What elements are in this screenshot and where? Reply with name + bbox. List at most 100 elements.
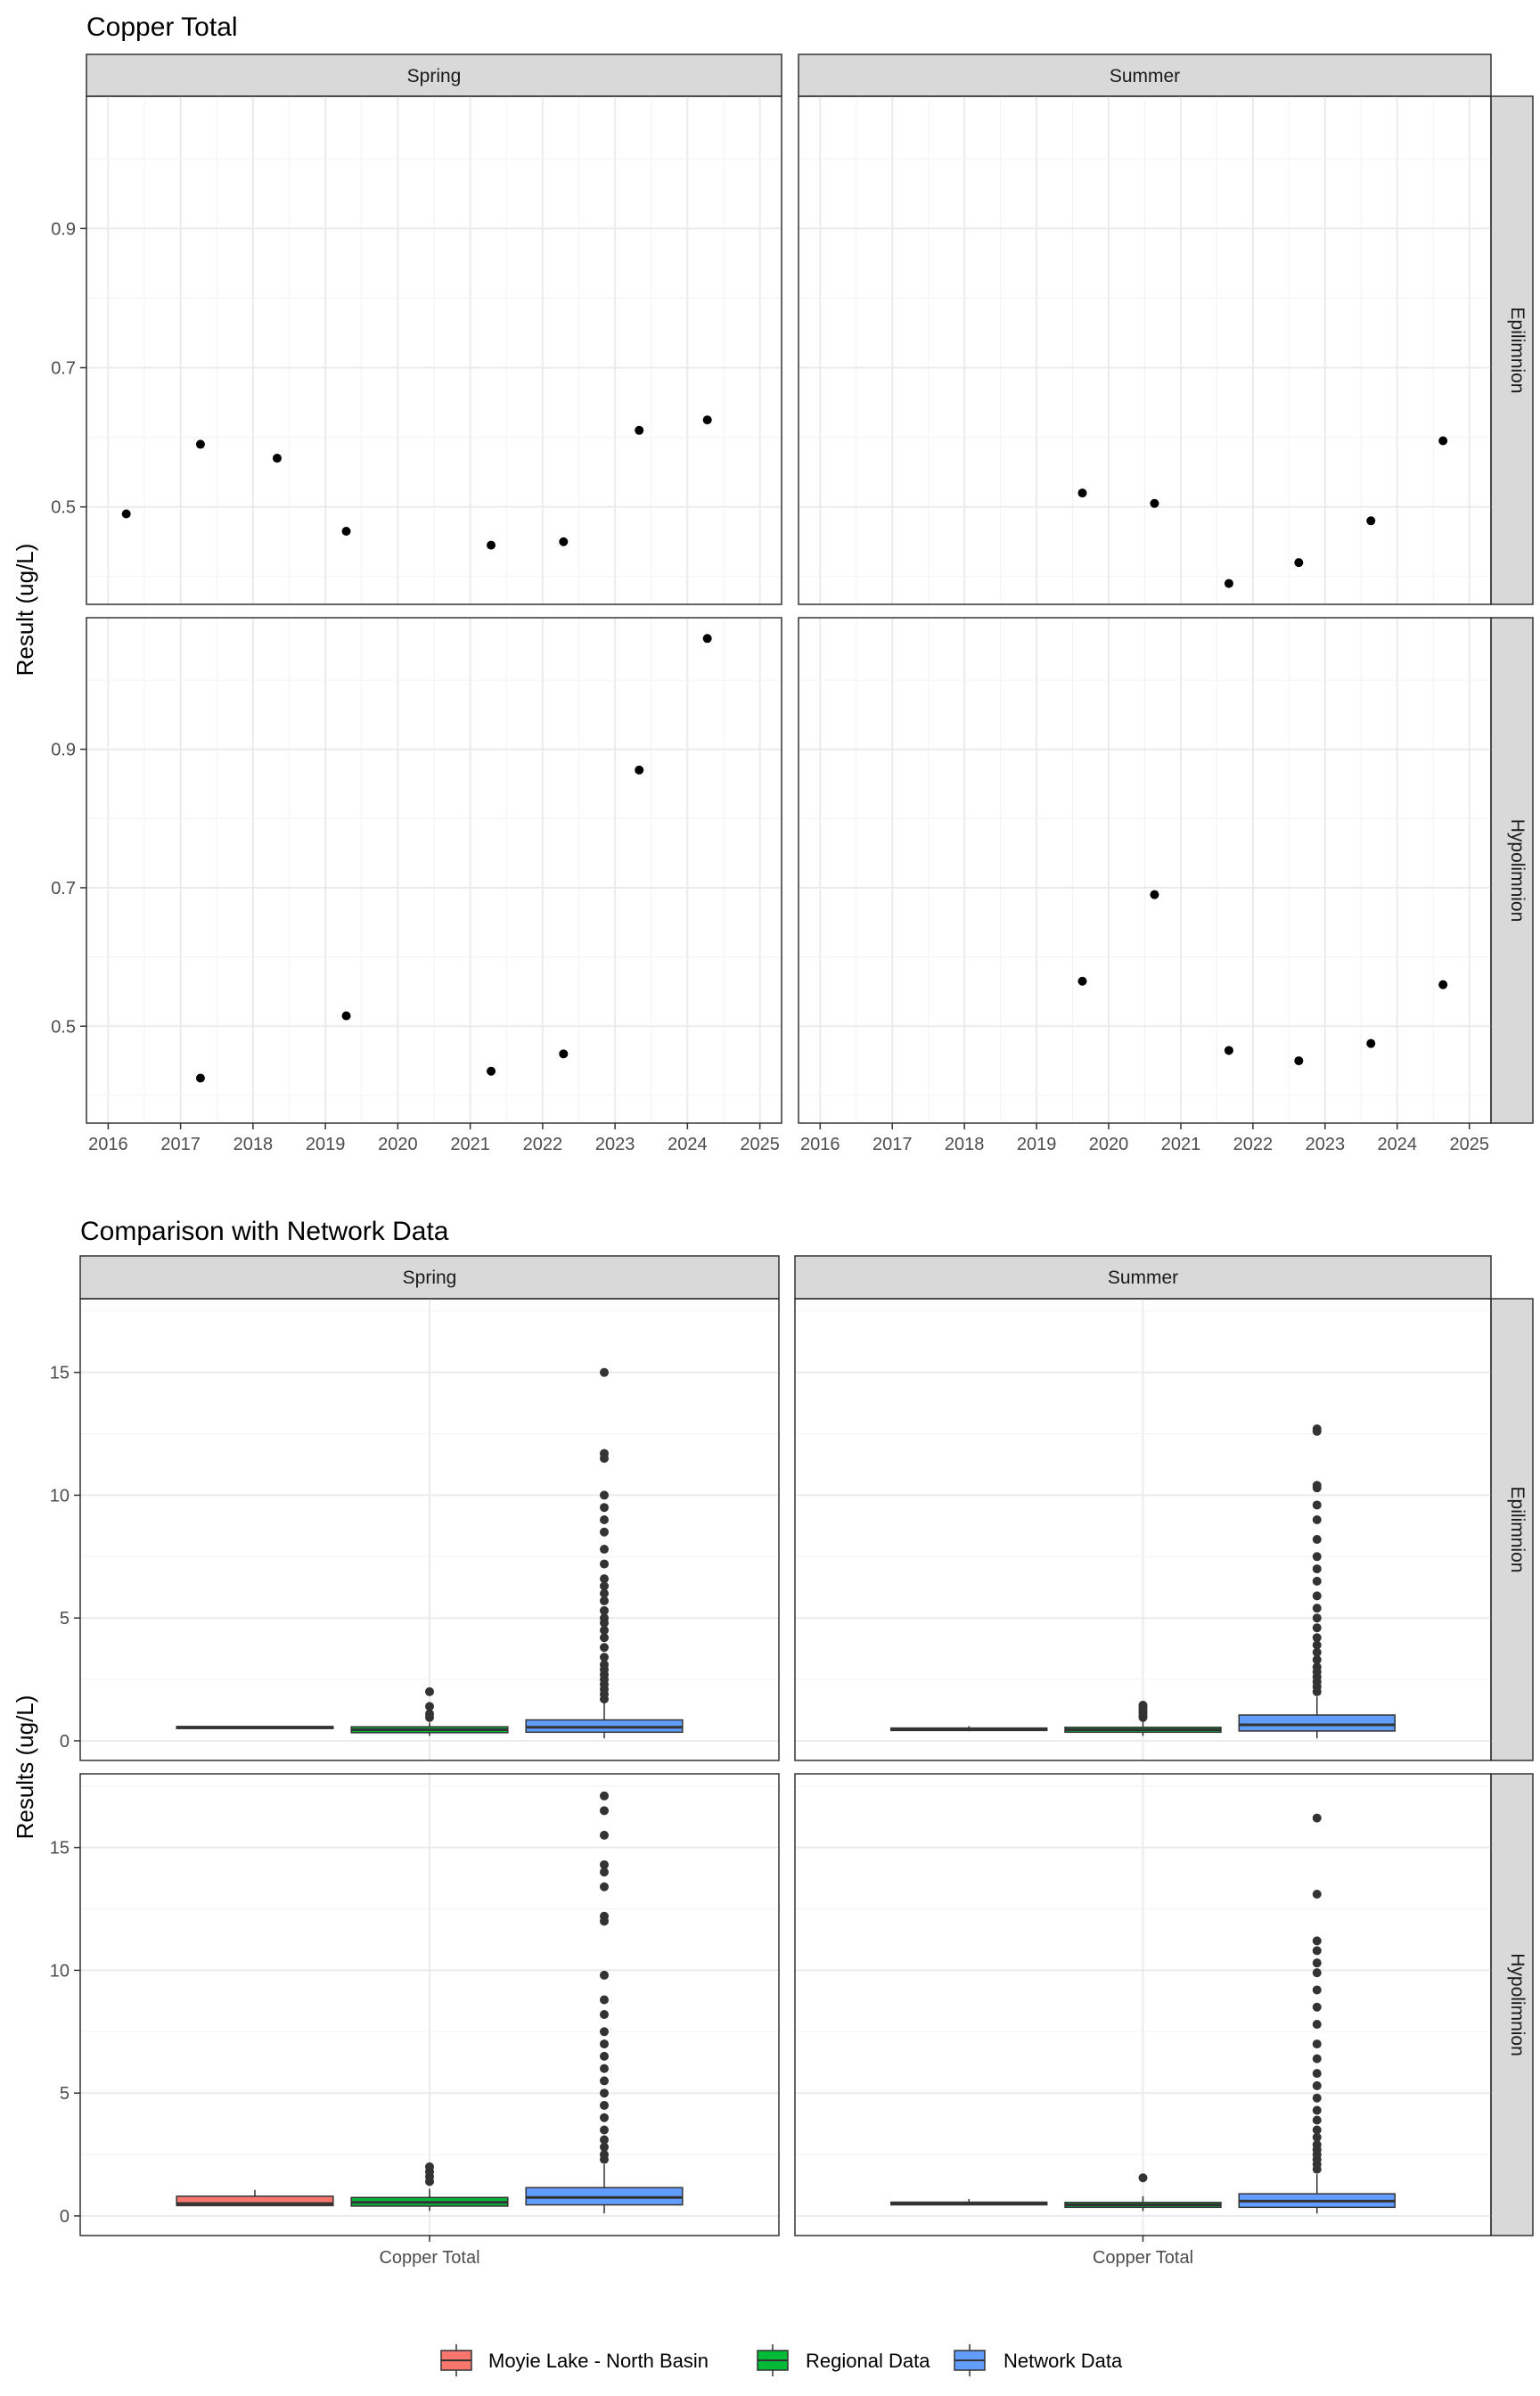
legend-label: Moyie Lake - North Basin: [488, 2350, 709, 2372]
outlier-point: [600, 1514, 609, 1524]
data-point: [1224, 1046, 1233, 1055]
outlier-point: [600, 1867, 609, 1877]
outlier-point: [600, 1806, 609, 1816]
outlier-point: [600, 1791, 609, 1801]
outlier-point: [1312, 2080, 1322, 2090]
data-point: [635, 425, 644, 435]
outlier-point: [1312, 1613, 1322, 1623]
y-tick-label: 0.7: [51, 879, 76, 898]
x-tick-label: 2019: [1017, 1135, 1057, 1154]
data-point: [1438, 436, 1448, 446]
x-tick-label: Copper Total: [1093, 2248, 1193, 2268]
legend: Moyie Lake - North Basin Regional Data Net…: [440, 2344, 1123, 2376]
outlier-point: [1312, 2105, 1322, 2115]
outlier-point: [1312, 1591, 1322, 1601]
x-tick-label: Copper Total: [379, 2248, 479, 2268]
data-point: [341, 527, 351, 537]
panel-border: [798, 95, 1492, 605]
comparison-title: Comparison with Network Data: [80, 1217, 449, 1246]
y-axis-title: Results (ug/L): [12, 1695, 38, 1840]
data-point: [1150, 890, 1159, 899]
facet-strip: [1490, 617, 1534, 1124]
facet-strip-label: Summer: [1110, 66, 1180, 86]
outlier-point: [600, 2076, 609, 2086]
panel-border: [79, 1298, 780, 1761]
facet-strip-label: Epilimnion: [1507, 1487, 1528, 1573]
facet-strip-label: Hypolimnion: [1507, 1953, 1528, 2056]
outlier-point: [1312, 1958, 1322, 1968]
y-tick-label: 0.5: [51, 498, 76, 518]
y-tick-label: 0.7: [51, 359, 76, 379]
outlier-point: [1312, 1576, 1322, 1586]
outlier-point: [600, 1527, 609, 1537]
data-point: [341, 1011, 351, 1021]
outlier-point: [600, 2010, 609, 2020]
facet-strip-label: Hypolimnion: [1507, 819, 1528, 923]
data-point: [1294, 558, 1304, 568]
outlier-point: [1312, 2020, 1322, 2030]
data-point: [272, 454, 282, 464]
y-tick-label: 0.5: [51, 1017, 76, 1037]
data-point: [1294, 1056, 1304, 1066]
x-tick-label: 2022: [523, 1135, 563, 1154]
data-point: [487, 1066, 496, 1076]
facet-strip: [1490, 1773, 1534, 2236]
boxplot-chart: Spring Summer Epilimnion Hypolimnion 0 5 10 15 0…: [12, 1255, 1534, 2268]
outlier-point: [1312, 1655, 1322, 1665]
outlier-point: [600, 1643, 609, 1653]
x-tick-label: 2020: [1089, 1135, 1129, 1154]
outlier-point: [600, 2051, 609, 2061]
outlier-point: [1312, 2093, 1322, 2103]
outlier-point: [600, 2064, 609, 2073]
outlier-point: [600, 1970, 609, 1980]
y-tick-label: 0: [60, 1732, 70, 1752]
x-tick-label: 2017: [160, 1135, 201, 1154]
outlier-point: [600, 1545, 609, 1555]
outlier-point: [600, 2039, 609, 2049]
outlier-point: [600, 2135, 609, 2145]
outlier-point: [1138, 2173, 1148, 2183]
outlier-point: [1312, 1552, 1322, 1562]
outlier-point: [600, 2125, 609, 2135]
x-tick-label: 2019: [306, 1135, 346, 1154]
data-point: [702, 415, 712, 425]
outlier-point: [425, 2162, 434, 2171]
outlier-point: [1312, 2039, 1322, 2049]
outlier-point: [1312, 1647, 1322, 1657]
panel-border: [794, 1298, 1492, 1761]
data-point: [487, 540, 496, 550]
outlier-point: [600, 1633, 609, 1643]
outlier-point: [1312, 1640, 1322, 1650]
outlier-point: [600, 1596, 609, 1605]
outlier-point: [1312, 1946, 1322, 1956]
outlier-point: [1312, 1424, 1322, 1434]
outlier-point: [600, 1830, 609, 1840]
data-point: [1366, 516, 1376, 526]
outlier-point: [600, 1503, 609, 1513]
outlier-point: [600, 1911, 609, 1921]
y-tick-label: 10: [50, 1486, 70, 1506]
panel-border: [86, 617, 782, 1124]
facet-strip: [794, 1255, 1492, 1300]
facet-strip: [86, 53, 782, 97]
outlier-point: [600, 1605, 609, 1615]
data-point: [1077, 488, 1087, 498]
y-tick-label: 10: [50, 1961, 70, 1981]
data-point: [195, 439, 205, 449]
outlier-point: [1312, 1936, 1322, 1946]
x-tick-label: 2022: [1233, 1135, 1274, 1154]
outlier-point: [600, 1660, 609, 1670]
y-tick-label: 15: [50, 1839, 70, 1859]
data-point: [1077, 976, 1087, 986]
facet-strip-label: Epilimnion: [1507, 308, 1528, 394]
outlier-point: [425, 1709, 434, 1719]
outlier-point: [1312, 1968, 1322, 1978]
outlier-point: [1312, 2125, 1322, 2135]
outlier-point: [600, 1653, 609, 1662]
x-tick-label: 2021: [1161, 1135, 1201, 1154]
x-tick-label: 2018: [233, 1135, 274, 1154]
x-tick-label: 2024: [668, 1135, 708, 1154]
y-tick-label: 15: [50, 1364, 70, 1383]
y-tick-label: 5: [60, 2084, 70, 2104]
data-point: [559, 1049, 569, 1059]
